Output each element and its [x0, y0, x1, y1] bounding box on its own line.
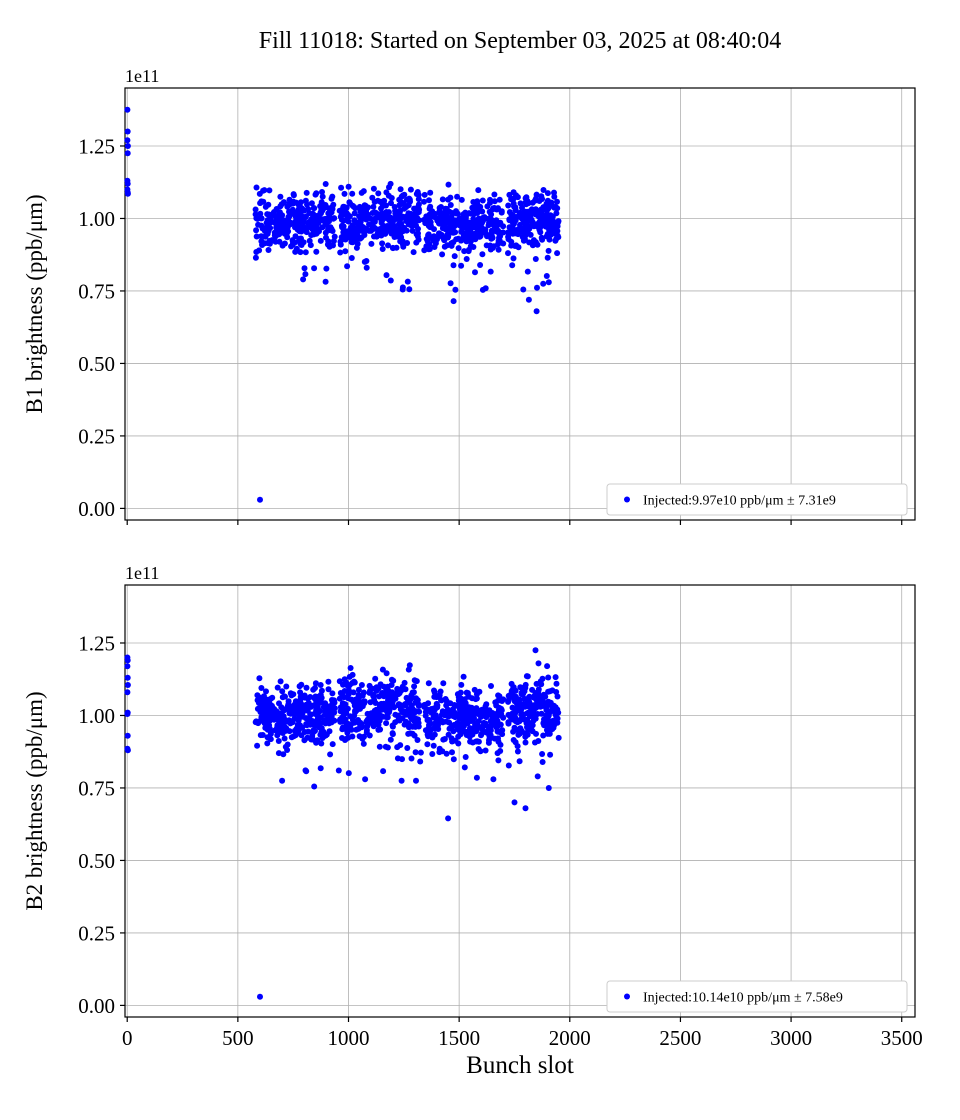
legend-box	[606, 483, 908, 516]
grid-lines	[125, 88, 915, 520]
figure-title: Fill 11018: Started on September 03, 202…	[258, 28, 782, 54]
y-tick-label: 0.75	[78, 279, 115, 303]
b1-brightness-chart: 0.00 0.25 0.50 0.75 1.00 1.25 1e11 B1 brightnes…	[22, 66, 916, 525]
legend: Injected:10.14e10 ppb/μm ± 7.58e9	[606, 980, 908, 1013]
grid-lines	[125, 585, 915, 1017]
y-tick-label: 0.25	[78, 921, 115, 945]
x-tick-label: 0	[122, 1026, 133, 1050]
axis-ticks: 0.00 0.25 0.50 0.75 1.00 1.25	[78, 134, 903, 525]
y-tick-label: 0.25	[78, 424, 115, 448]
legend: Injected:9.97e10 ppb/μm ± 7.31e9	[606, 483, 908, 516]
y-tick-label: 1.25	[78, 631, 115, 655]
y-axis-offset-text: 1e11	[125, 563, 159, 583]
y-axis-label: B2 brightness (ppb/μm)	[22, 691, 47, 910]
legend-label: Injected:10.14e10 ppb/μm ± 7.58e9	[643, 990, 843, 1005]
scatter-points	[124, 106, 562, 503]
y-tick-label: 0.75	[78, 776, 115, 800]
y-tick-label: 1.00	[78, 207, 115, 231]
y-tick-label: 1.00	[78, 704, 115, 728]
x-tick-label: 500	[222, 1026, 254, 1050]
x-tick-label: 2500	[659, 1026, 701, 1050]
legend-marker	[624, 993, 630, 1000]
x-axis-label: Bunch slot	[466, 1052, 574, 1079]
x-tick-label: 2000	[549, 1026, 591, 1050]
y-tick-label: 0.50	[78, 352, 115, 376]
axis-ticks: 0 500 1000 1500 2000 2500 3000 3500 0.00 0.25 0.50…	[78, 631, 922, 1050]
legend-marker	[624, 496, 630, 503]
x-tick-label: 1000	[328, 1026, 370, 1050]
y-tick-label: 0.00	[78, 994, 115, 1018]
y-tick-label: 1.25	[78, 134, 115, 158]
axes-frame	[124, 87, 916, 521]
x-tick-label: 3500	[881, 1026, 923, 1050]
y-tick-label: 0.00	[78, 497, 115, 521]
x-tick-label: 3000	[770, 1026, 812, 1050]
axes-frame	[124, 584, 916, 1018]
scatter-points	[124, 647, 562, 1000]
y-axis-offset-text: 1e11	[125, 66, 159, 86]
legend-box	[606, 980, 908, 1013]
legend-label: Injected:9.97e10 ppb/μm ± 7.31e9	[643, 493, 836, 508]
y-tick-label: 0.50	[78, 849, 115, 873]
b2-brightness-chart: 0 500 1000 1500 2000 2500 3000 3500 0.00 0.25 0.50…	[22, 563, 923, 1050]
x-tick-label: 1500	[438, 1026, 480, 1050]
y-axis-label: B1 brightness (ppb/μm)	[22, 194, 47, 413]
